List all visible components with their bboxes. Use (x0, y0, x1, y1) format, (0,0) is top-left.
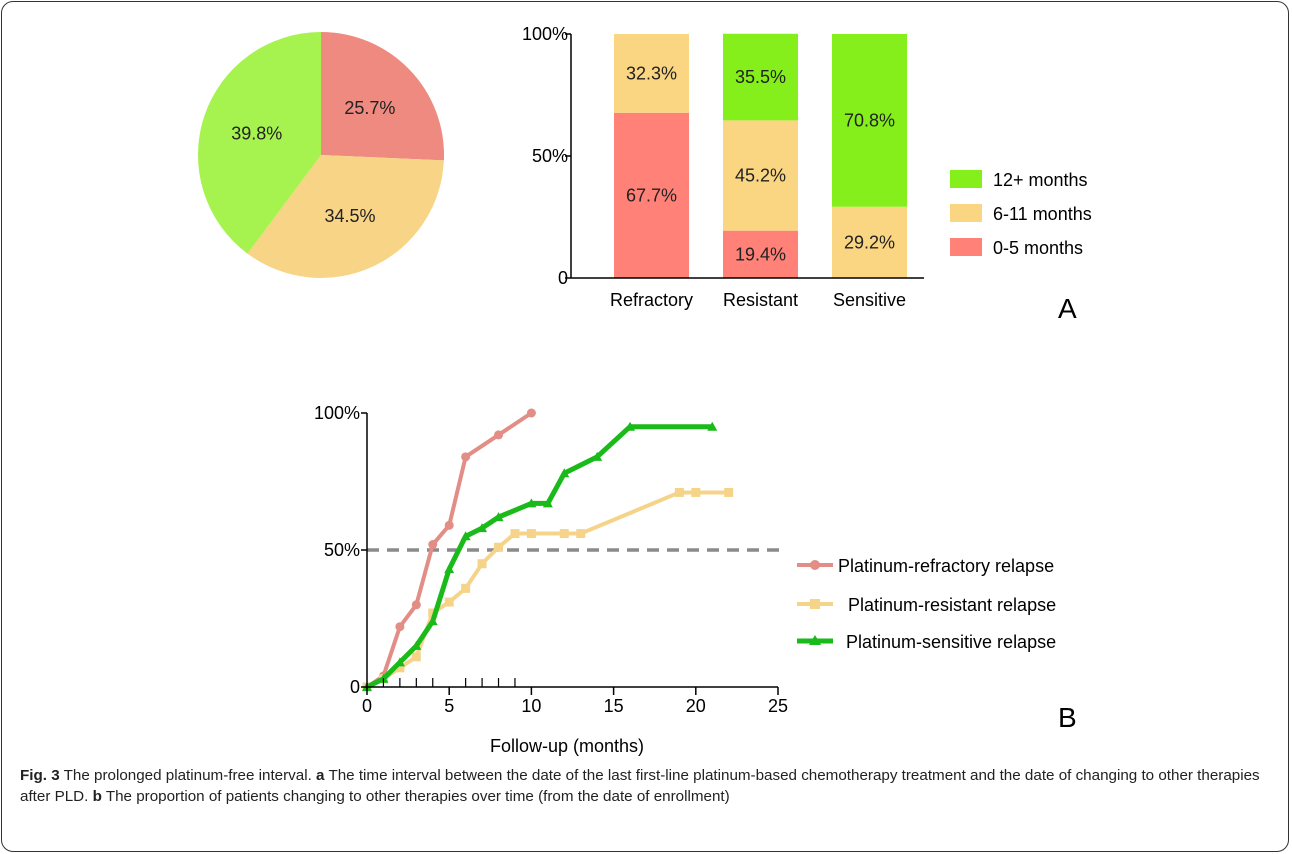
x-tick-label: 0 (362, 696, 372, 716)
legend-swatch (950, 238, 982, 256)
data-point (477, 559, 487, 569)
panel-label: A (1058, 293, 1077, 324)
data-point (707, 421, 718, 431)
x-tick-label: 15 (604, 696, 624, 716)
y-tick-label: 100% (522, 24, 568, 44)
line-chart: 0 50% 100% 0 5 10 15 20 25 Follow-up (months) Plat… (314, 403, 1077, 756)
data-point (461, 452, 471, 462)
pie-slice (247, 155, 444, 278)
caption-a-text: The time interval between the date of th… (20, 767, 1260, 805)
bar-value-label: 67.7% (626, 185, 677, 205)
data-point (411, 652, 421, 662)
bar-value-label: 35.5% (735, 67, 786, 87)
legend-swatch (950, 204, 982, 222)
bar-segment (723, 120, 798, 231)
pie-slice-label: 25.7% (344, 98, 395, 118)
caption-a-label: a (316, 767, 325, 784)
bar-segment (832, 206, 907, 278)
x-tick-label: Refractory (610, 290, 693, 310)
data-point (724, 487, 734, 497)
bar-segment (723, 230, 798, 278)
data-point (460, 531, 471, 541)
x-tick-label: 25 (768, 696, 788, 716)
data-point (493, 512, 504, 522)
legend-label: 12+ months (993, 170, 1088, 190)
figure-caption: Fig. 3 The prolonged platinum-free inter… (20, 765, 1275, 807)
legend-label: Platinum-resistant relapse (848, 595, 1056, 615)
y-tick-label: 100% (314, 403, 360, 423)
legend-marker (810, 560, 820, 570)
data-point (477, 523, 488, 533)
bar-segment (832, 34, 907, 207)
data-point (526, 408, 536, 418)
bar-value-label: 19.4% (735, 244, 786, 264)
legend-label: Platinum-refractory relapse (838, 556, 1054, 576)
bar-value-label: 32.3% (626, 63, 677, 83)
legend-label: 6-11 months (993, 204, 1092, 224)
data-point (674, 487, 684, 497)
pie-slice-label: 39.8% (231, 124, 282, 144)
stacked-bar-chart: 67.7% 32.3% Refractory 19.4% 45.2% 35.5% Resis… (522, 24, 1092, 324)
pie-slice (321, 32, 444, 161)
data-point (526, 498, 537, 508)
y-tick-label: 50% (532, 146, 568, 166)
legend-swatch (950, 170, 982, 188)
data-point (461, 583, 471, 593)
caption-title: The prolonged platinum-free interval. (59, 767, 317, 784)
legend-label: 0-5 months (993, 238, 1083, 258)
data-point (526, 529, 536, 539)
x-tick-label: 20 (686, 696, 706, 716)
bar-segment (614, 112, 689, 278)
bar-segment (723, 33, 798, 121)
data-point (411, 640, 422, 650)
caption-fig-label: Fig. 3 (20, 767, 60, 784)
data-point (444, 597, 454, 607)
x-tick-label: Sensitive (833, 290, 906, 310)
data-point (394, 657, 405, 667)
data-point (625, 421, 636, 431)
x-tick-label: Resistant (723, 290, 798, 310)
series-line (366, 490, 729, 689)
bar-value-label: 29.2% (844, 232, 895, 252)
data-point (395, 663, 405, 673)
data-point (510, 529, 520, 539)
bar-value-label: 45.2% (735, 166, 786, 186)
data-point (395, 622, 405, 632)
pie-chart: 25.7% 34.5% 39.8% (197, 32, 444, 278)
data-point (542, 498, 553, 508)
y-tick-label: 50% (324, 540, 360, 560)
legend-marker (810, 599, 820, 609)
x-tick-label: 5 (444, 696, 454, 716)
y-tick-label: 0 (558, 268, 568, 288)
x-axis-title: Follow-up (months) (490, 736, 644, 756)
data-point (691, 487, 701, 497)
data-point (559, 529, 569, 539)
x-tick-label: 10 (521, 696, 541, 716)
data-point (559, 468, 570, 478)
caption-b-label: b (92, 788, 102, 805)
data-point (411, 600, 421, 610)
figure-svg: 25.7% 34.5% 39.8% 67.7% 32.3% Refractory 19.4… (197, 24, 1092, 756)
bar-value-label: 70.8% (844, 110, 895, 130)
y-tick-label: 0 (350, 677, 360, 697)
data-point (444, 520, 454, 530)
data-point (576, 529, 586, 539)
data-point (592, 451, 603, 461)
pie-slice (197, 32, 321, 254)
legend-label: Platinum-sensitive relapse (846, 632, 1056, 652)
panel-label: B (1058, 702, 1077, 733)
bar-segment (614, 34, 689, 113)
data-point (427, 616, 438, 626)
legend-marker (809, 635, 821, 645)
caption-b-text: The proportion of patients changing to o… (101, 788, 730, 805)
data-point (494, 542, 504, 552)
data-point (444, 564, 455, 574)
data-point (428, 540, 438, 550)
data-point (494, 430, 504, 440)
pie-slice-label: 34.5% (324, 206, 375, 226)
